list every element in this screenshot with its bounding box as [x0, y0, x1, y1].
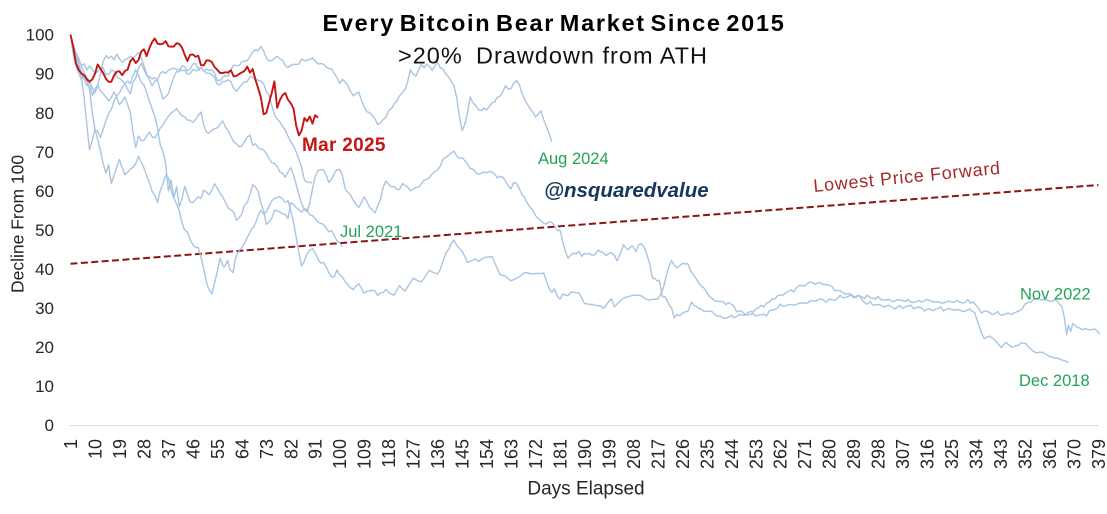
svg-text:244: 244 — [722, 439, 742, 469]
svg-text:154: 154 — [477, 439, 497, 469]
svg-text:100: 100 — [26, 26, 54, 45]
svg-text:55: 55 — [208, 439, 228, 459]
svg-text:0: 0 — [45, 416, 54, 435]
svg-text:271: 271 — [795, 439, 815, 469]
svg-text:Jul 2021: Jul 2021 — [340, 223, 402, 241]
svg-text:190: 190 — [575, 439, 595, 469]
svg-text:>20% Drawdown from ATH: >20% Drawdown from ATH — [398, 43, 708, 69]
svg-text:1: 1 — [61, 439, 81, 449]
svg-text:136: 136 — [428, 439, 448, 469]
svg-text:10: 10 — [35, 377, 54, 396]
svg-text:30: 30 — [35, 299, 54, 318]
svg-text:28: 28 — [134, 439, 154, 459]
svg-text:172: 172 — [526, 439, 546, 469]
svg-text:Decline From 100: Decline From 100 — [8, 155, 28, 293]
svg-text:145: 145 — [453, 439, 473, 469]
svg-text:@nsquaredvalue: @nsquaredvalue — [544, 179, 709, 202]
svg-text:70: 70 — [35, 143, 54, 162]
svg-text:181: 181 — [551, 439, 571, 469]
svg-text:199: 199 — [599, 439, 619, 469]
svg-text:Dec 2018: Dec 2018 — [1019, 372, 1090, 390]
svg-text:226: 226 — [673, 439, 693, 469]
svg-text:298: 298 — [869, 439, 889, 469]
svg-text:20: 20 — [35, 338, 54, 357]
svg-text:334: 334 — [967, 439, 987, 469]
svg-text:208: 208 — [624, 439, 644, 469]
svg-text:64: 64 — [232, 439, 252, 459]
svg-text:Mar 2025: Mar 2025 — [302, 135, 386, 156]
svg-text:10: 10 — [86, 439, 106, 459]
svg-text:50: 50 — [35, 221, 54, 240]
svg-text:118: 118 — [379, 439, 399, 468]
svg-text:379: 379 — [1089, 439, 1107, 469]
svg-text:325: 325 — [942, 439, 962, 469]
svg-text:343: 343 — [991, 439, 1011, 469]
svg-text:40: 40 — [35, 260, 54, 279]
svg-text:217: 217 — [648, 439, 668, 469]
svg-text:Every Bitcoin Bear Market Sinc: Every Bitcoin Bear Market Since 2015 — [323, 10, 786, 36]
svg-text:91: 91 — [306, 439, 326, 459]
svg-text:46: 46 — [183, 439, 203, 459]
svg-text:352: 352 — [1016, 439, 1036, 469]
svg-text:Aug 2024: Aug 2024 — [538, 150, 609, 168]
svg-text:60: 60 — [35, 182, 54, 201]
svg-text:109: 109 — [355, 439, 375, 469]
svg-text:316: 316 — [918, 439, 938, 469]
svg-text:253: 253 — [746, 439, 766, 469]
svg-text:361: 361 — [1040, 439, 1060, 469]
svg-text:37: 37 — [159, 439, 179, 459]
svg-text:262: 262 — [771, 439, 791, 469]
svg-text:Days Elapsed: Days Elapsed — [527, 479, 644, 500]
svg-text:280: 280 — [820, 439, 840, 469]
svg-text:289: 289 — [844, 439, 864, 469]
svg-text:19: 19 — [110, 439, 130, 459]
svg-text:73: 73 — [257, 439, 277, 459]
svg-text:127: 127 — [404, 439, 424, 469]
svg-text:163: 163 — [502, 439, 522, 469]
svg-text:80: 80 — [35, 104, 54, 123]
svg-text:90: 90 — [35, 65, 54, 84]
svg-text:100: 100 — [330, 439, 350, 469]
svg-text:370: 370 — [1064, 439, 1084, 469]
svg-text:Nov 2022: Nov 2022 — [1020, 286, 1091, 304]
svg-text:82: 82 — [281, 439, 301, 459]
svg-text:307: 307 — [893, 439, 913, 469]
svg-text:235: 235 — [697, 439, 717, 469]
